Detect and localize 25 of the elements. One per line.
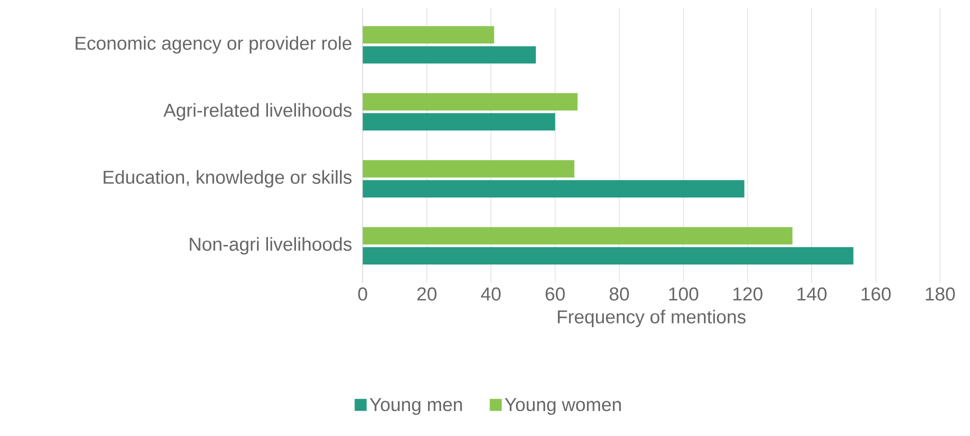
x-tick-label: 0: [358, 287, 368, 301]
x-tick-label: 60: [546, 287, 565, 301]
y-tick-label: Non-agri livelihoods: [190, 237, 352, 255]
x-tick-label: 180: [926, 287, 955, 301]
bar: [362, 180, 744, 198]
x-tick-label: 40: [481, 287, 501, 301]
bar: [362, 247, 854, 264]
bar: [362, 93, 578, 111]
x-tick-label: 100: [669, 287, 698, 301]
x-tick-label: 20: [417, 287, 436, 301]
y-tick-label: Agri-related livelihoods: [163, 103, 352, 121]
x-tick-label: 140: [798, 287, 827, 301]
bar: [362, 160, 574, 178]
bar: [362, 26, 494, 44]
x-tick-label: 80: [610, 287, 629, 301]
bar: [362, 113, 556, 131]
x-tick-label: 160: [862, 287, 891, 301]
bar: [362, 227, 792, 244]
y-tick-label: Education, knowledge or skills: [104, 170, 352, 188]
legend-label: Young women: [504, 398, 621, 415]
x-axis-title: Frequency of mentions: [558, 310, 746, 328]
y-tick-label: Economic agency or provider role: [76, 36, 352, 54]
bar: [362, 46, 536, 64]
legend-label: Young men: [370, 398, 462, 415]
x-tick-label: 120: [733, 287, 762, 301]
